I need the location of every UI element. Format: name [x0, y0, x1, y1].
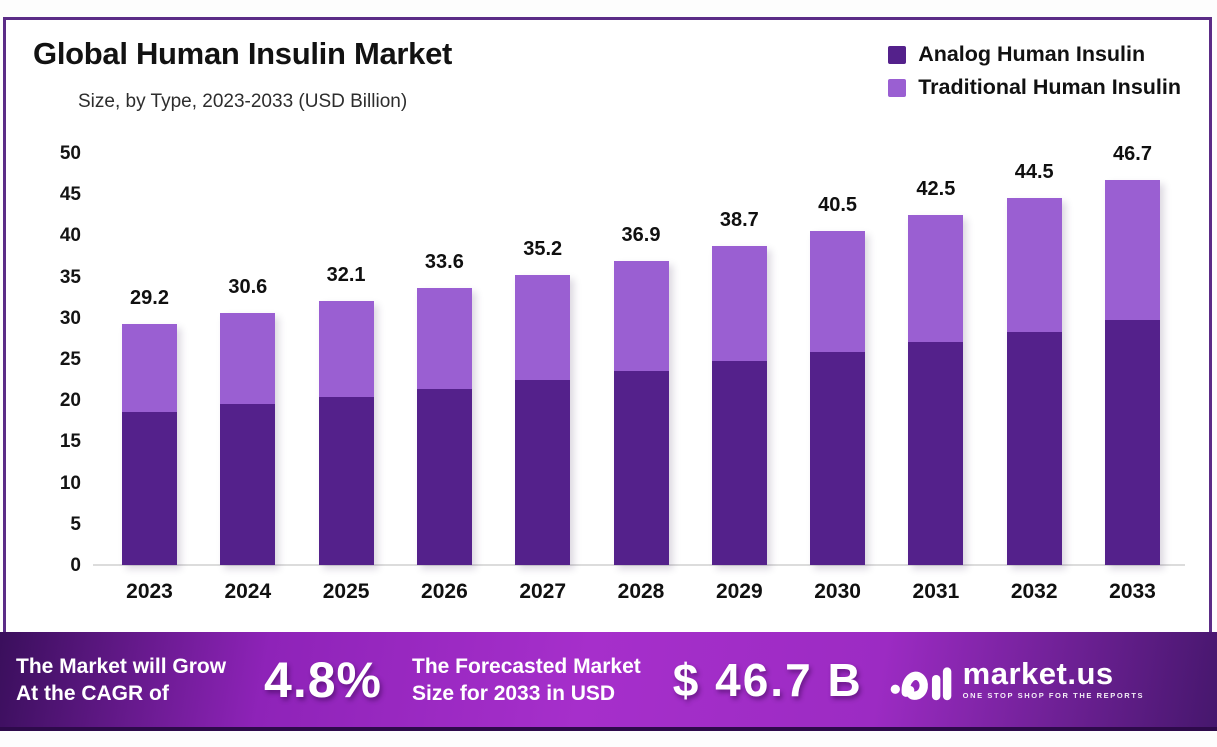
- analog-segment: [613, 371, 669, 565]
- x-axis-label: 2033: [1109, 580, 1156, 603]
- brand-logo: market.us ONE STOP SHOP FOR THE REPORTS: [889, 653, 1144, 707]
- analog-segment: [220, 404, 276, 565]
- y-axis-tick: 20: [59, 390, 81, 412]
- x-axis-label: 2023: [126, 580, 173, 603]
- brand-tagline: ONE STOP SHOP FOR THE REPORTS: [962, 691, 1145, 700]
- marketus-logo-icon: [890, 666, 951, 700]
- y-axis-tick: 10: [59, 472, 81, 494]
- traditional-segment: [416, 288, 472, 389]
- stacked-bar-2032: [1006, 198, 1062, 565]
- x-axis-label: 2028: [617, 580, 665, 603]
- analog-segment: [515, 380, 571, 565]
- forecast-label: The Forecasted Market Size for 2033 in U…: [412, 653, 641, 707]
- forecast-value: $ 46.7 B: [672, 653, 863, 706]
- page-title: Global Human Insulin Market: [33, 36, 453, 71]
- legend-label: Analog Human Insulin: [918, 42, 1146, 66]
- analog-segment: [1105, 320, 1160, 565]
- stacked-bar-2030: [810, 231, 866, 565]
- analog-segment: [908, 341, 964, 565]
- stacked-bar-2026: [416, 288, 472, 565]
- analog-segment: [416, 388, 472, 565]
- traditional-segment: [711, 246, 767, 362]
- analog-segment: [711, 361, 767, 565]
- stacked-bar-2031: [908, 214, 964, 565]
- legend-item-traditional: Traditional Human Insulin: [888, 75, 1181, 100]
- analog-segment: [122, 411, 177, 565]
- legend-item-analog: Analog Human Insulin: [888, 42, 1181, 67]
- cagr-label-line2: At the CAGR of: [16, 681, 169, 705]
- bar-total-label: 46.7: [1113, 143, 1152, 166]
- analog-segment: [810, 352, 866, 565]
- x-axis-label: 2030: [814, 580, 861, 603]
- legend-label: Traditional Human Insulin: [918, 75, 1181, 99]
- bar-total-label: 42.5: [916, 177, 956, 200]
- stacked-bar-2023: [122, 324, 177, 565]
- y-axis-tick: 45: [59, 184, 81, 206]
- stacked-bar-2029: [711, 246, 767, 565]
- y-axis-tick: 25: [59, 349, 81, 370]
- y-axis-tick: 30: [59, 307, 81, 329]
- traditional-segment: [122, 324, 177, 412]
- bar-total-label: 32.1: [326, 263, 366, 286]
- footer-banner: The Market will Grow At the CAGR of 4.8%…: [0, 632, 1217, 731]
- x-axis-label: 2024: [224, 580, 272, 603]
- traditional-segment: [1105, 180, 1160, 321]
- traditional-segment: [1006, 198, 1062, 332]
- y-axis-tick: 35: [59, 266, 81, 288]
- y-axis-tick: 15: [59, 431, 81, 453]
- brand-name: market.us: [962, 656, 1114, 691]
- analog-swatch-icon: [888, 45, 907, 64]
- bar-total-label: 36.9: [621, 223, 661, 246]
- traditional-segment: [613, 260, 669, 372]
- bar-total-label: 40.5: [818, 194, 858, 217]
- bar-total-label: 30.6: [228, 275, 268, 298]
- cagr-label-line1: The Market will Grow: [16, 654, 227, 678]
- forecast-label-line1: The Forecasted Market: [412, 654, 641, 678]
- cagr-value: 4.8%: [264, 651, 383, 708]
- x-axis-label: 2027: [519, 580, 567, 603]
- x-axis-label: 2026: [421, 580, 468, 603]
- bar-total-label: 33.6: [424, 251, 464, 274]
- y-axis-tick: 40: [59, 225, 81, 247]
- y-axis-tick: 50: [59, 143, 81, 164]
- traditional-segment: [810, 231, 866, 353]
- forecast-label-line2: Size for 2033 in USD: [412, 681, 616, 705]
- legend: Analog Human Insulin Traditional Human I…: [888, 42, 1181, 100]
- traditional-segment: [515, 274, 571, 381]
- y-axis-tick: 0: [70, 555, 81, 576]
- stacked-bar-2028: [613, 260, 669, 565]
- traditional-segment: [908, 214, 964, 342]
- analog-segment: [318, 396, 374, 565]
- traditional-segment: [220, 312, 276, 405]
- stacked-bar-2033: [1105, 180, 1160, 565]
- x-axis-line: [93, 564, 1185, 566]
- traditional-segment: [318, 300, 374, 397]
- stacked-bar-2024: [220, 312, 276, 565]
- page-subtitle: Size, by Type, 2023-2033 (USD Billion): [78, 91, 408, 112]
- x-axis-label: 2025: [322, 580, 370, 603]
- stacked-bar-2025: [318, 300, 374, 565]
- stacked-bar-2027: [515, 274, 571, 565]
- bar-total-label: 44.5: [1014, 161, 1054, 184]
- traditional-swatch-icon: [888, 78, 907, 97]
- bar-total-label: 29.2: [130, 287, 169, 310]
- plot-area: 0 5 10 15 20 25 30 35 40 45 50 29.2 2023 30.6 2024 32.1…: [60, 143, 1185, 603]
- cagr-label: The Market will Grow At the CAGR of: [16, 653, 226, 707]
- bar-total-label: 38.7: [719, 209, 759, 232]
- x-axis-label: 2029: [715, 580, 763, 603]
- bar-total-label: 35.2: [523, 237, 563, 260]
- analog-segment: [1006, 331, 1062, 565]
- x-axis-label: 2032: [1010, 580, 1058, 603]
- y-axis-tick: 5: [70, 513, 81, 535]
- x-axis-label: 2031: [912, 580, 960, 603]
